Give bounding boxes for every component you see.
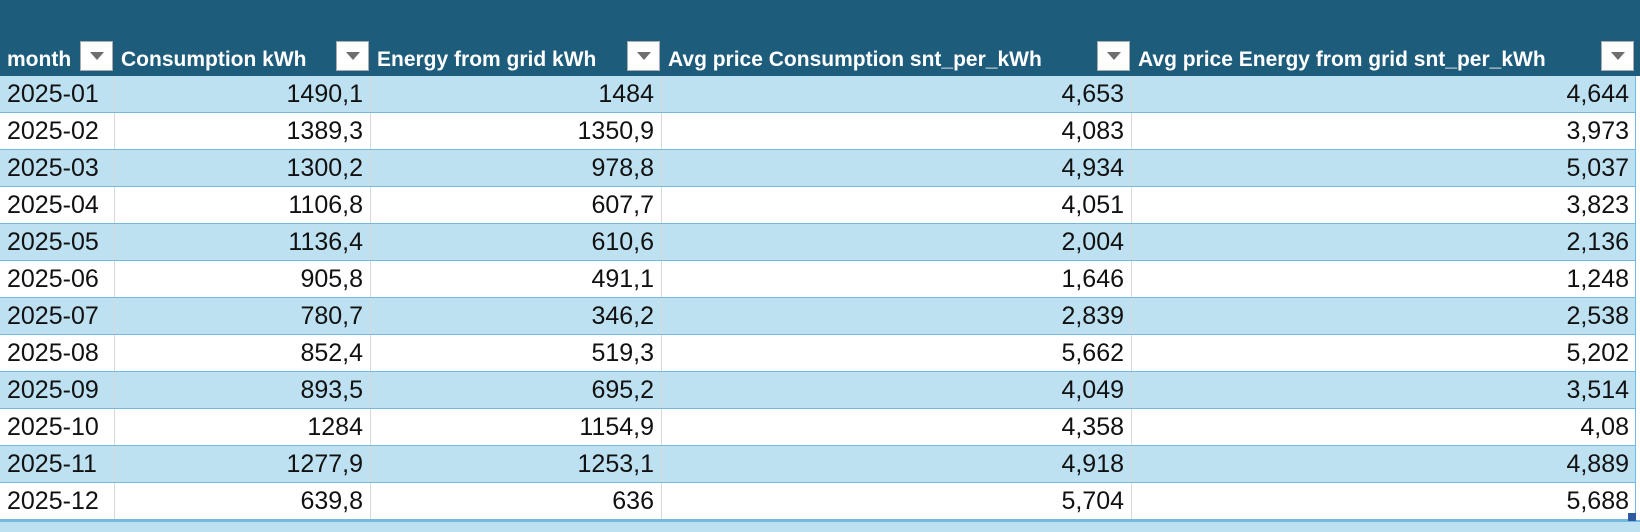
value-cell[interactable]: 607,7: [371, 187, 662, 223]
value-cell[interactable]: 4,934: [662, 150, 1132, 186]
filter-dropdown-button[interactable]: [627, 41, 660, 71]
month-cell[interactable]: 2025-10: [0, 409, 115, 445]
column-header-avg-price-consumption-snt-per-kwh[interactable]: Avg price Consumption snt_per_kWh: [662, 0, 1132, 76]
column-header-label: Avg price Consumption snt_per_kWh: [668, 47, 1042, 71]
value-cell[interactable]: 4,889: [1566, 449, 1629, 478]
filter-dropdown-button[interactable]: [1601, 41, 1634, 71]
value-cell[interactable]: 1,248: [1566, 264, 1629, 293]
month-cell[interactable]: 2025-04: [0, 187, 115, 223]
value-cell[interactable]: 1154,9: [371, 409, 662, 445]
month-cell[interactable]: 2025-07: [0, 298, 115, 334]
value-cell[interactable]: 5,662: [662, 335, 1132, 371]
month-cell[interactable]: 2025-09: [0, 372, 115, 408]
filter-dropdown-button[interactable]: [336, 41, 369, 71]
value-cell[interactable]: 1253,1: [371, 446, 662, 482]
month-cell[interactable]: 2025-08: [0, 335, 115, 371]
filter-dropdown-button[interactable]: [80, 41, 113, 71]
value-cell[interactable]: 5,037: [1566, 153, 1629, 182]
table-row: 2025-03 1300,2 978,8 4,934 5,037: [0, 150, 1636, 187]
value-cell[interactable]: 2,839: [662, 298, 1132, 334]
value-cell[interactable]: 4,653: [662, 76, 1132, 112]
value-cell[interactable]: 491,1: [371, 261, 662, 297]
filter-dropdown-icon: [89, 52, 104, 60]
column-header-consumption-kwh[interactable]: Consumption kWh: [115, 0, 371, 76]
table-row: 2025-02 1389,3 1350,9 4,083 3,973: [0, 113, 1636, 150]
value-cell[interactable]: 4,918: [662, 446, 1132, 482]
value-cell[interactable]: 4,644: [1566, 79, 1629, 108]
table-row: 2025-01 1490,1 1484 4,653 4,644: [0, 76, 1636, 113]
month-cell[interactable]: 2025-03: [0, 150, 115, 186]
value-cell[interactable]: 2,004: [662, 224, 1132, 260]
table-row: 2025-09 893,5 695,2 4,049 3,514: [0, 372, 1636, 409]
month-cell[interactable]: 2025-12: [0, 483, 115, 519]
value-cell[interactable]: 905,8: [115, 261, 371, 297]
value-cell[interactable]: 1484: [371, 76, 662, 112]
value-cell[interactable]: 2,538: [1566, 301, 1629, 330]
next-row-strip: [0, 520, 1640, 532]
month-cell[interactable]: 2025-11: [0, 446, 115, 482]
filter-dropdown-icon: [636, 52, 651, 60]
month-cell[interactable]: 2025-01: [0, 76, 115, 112]
value-cell[interactable]: 5,704: [662, 483, 1132, 519]
value-cell[interactable]: 3,823: [1566, 190, 1629, 219]
value-cell[interactable]: 1490,1: [115, 76, 371, 112]
table-row: 2025-11 1277,9 1253,1 4,918 4,889: [0, 446, 1636, 483]
value-cell[interactable]: 780,7: [115, 298, 371, 334]
value-cell[interactable]: 893,5: [115, 372, 371, 408]
value-cell[interactable]: 1300,2: [115, 150, 371, 186]
column-header-energy-from-grid-kwh[interactable]: Energy from grid kWh: [371, 0, 662, 76]
table-header-row: month Consumption kWh Energy from grid kWh…: [0, 0, 1640, 76]
month-cell[interactable]: 2025-02: [0, 113, 115, 149]
filter-dropdown-icon: [1106, 52, 1121, 60]
column-header-label: Energy from grid kWh: [377, 47, 597, 71]
table-body: 2025-01 1490,1 1484 4,653 4,644 2025-02 1389,3…: [0, 76, 1636, 520]
value-cell[interactable]: 1,646: [662, 261, 1132, 297]
table-row: 2025-07 780,7 346,2 2,839 2,538: [0, 298, 1636, 335]
value-cell[interactable]: 5,202: [1566, 338, 1629, 367]
value-cell[interactable]: 636: [371, 483, 662, 519]
value-cell[interactable]: 4,083: [662, 113, 1132, 149]
filter-dropdown-button[interactable]: [1097, 41, 1130, 71]
value-cell[interactable]: 4,051: [662, 187, 1132, 223]
value-cell[interactable]: 5,688: [1566, 486, 1629, 515]
month-cell[interactable]: 2025-06: [0, 261, 115, 297]
column-header-month[interactable]: month: [0, 0, 115, 76]
value-cell[interactable]: 639,8: [115, 483, 371, 519]
column-header-avg-price-energy-from-grid-snt-per-kwh[interactable]: Avg price Energy from grid snt_per_kWh: [1132, 0, 1636, 76]
table-row: 2025-08 852,4 519,3 5,662 5,202: [0, 335, 1636, 372]
table-row: 2025-12 639,8 636 5,704 5,688: [0, 483, 1636, 520]
table-row: 2025-04 1106,8 607,7 4,051 3,823: [0, 187, 1636, 224]
value-cell[interactable]: 4,08: [1580, 412, 1629, 441]
month-cell[interactable]: 2025-05: [0, 224, 115, 260]
column-header-label: Avg price Energy from grid snt_per_kWh: [1138, 47, 1546, 71]
value-cell[interactable]: 1106,8: [115, 187, 371, 223]
value-cell[interactable]: 1389,3: [115, 113, 371, 149]
value-cell[interactable]: 3,514: [1566, 375, 1629, 404]
table-resize-handle[interactable]: [1628, 513, 1636, 521]
table-row: 2025-05 1136,4 610,6 2,004 2,136: [0, 224, 1636, 261]
filter-dropdown-icon: [1610, 52, 1625, 60]
value-cell[interactable]: 3,973: [1566, 116, 1629, 145]
table-row: 2025-10 1284 1154,9 4,358 4,08: [0, 409, 1636, 446]
value-cell[interactable]: 695,2: [371, 372, 662, 408]
value-cell[interactable]: 346,2: [371, 298, 662, 334]
column-header-label: Consumption kWh: [121, 47, 307, 71]
table-row: 2025-06 905,8 491,1 1,646 1,248: [0, 261, 1636, 298]
value-cell[interactable]: 519,3: [371, 335, 662, 371]
value-cell[interactable]: 4,049: [662, 372, 1132, 408]
value-cell[interactable]: 978,8: [371, 150, 662, 186]
value-cell[interactable]: 1350,9: [371, 113, 662, 149]
value-cell[interactable]: 2,136: [1566, 227, 1629, 256]
value-cell[interactable]: 1277,9: [115, 446, 371, 482]
value-cell[interactable]: 1284: [115, 409, 371, 445]
value-cell[interactable]: 852,4: [115, 335, 371, 371]
value-cell[interactable]: 4,358: [662, 409, 1132, 445]
value-cell[interactable]: 610,6: [371, 224, 662, 260]
filter-dropdown-icon: [345, 52, 360, 60]
value-cell[interactable]: 1136,4: [115, 224, 371, 260]
column-header-label: month: [7, 47, 72, 71]
